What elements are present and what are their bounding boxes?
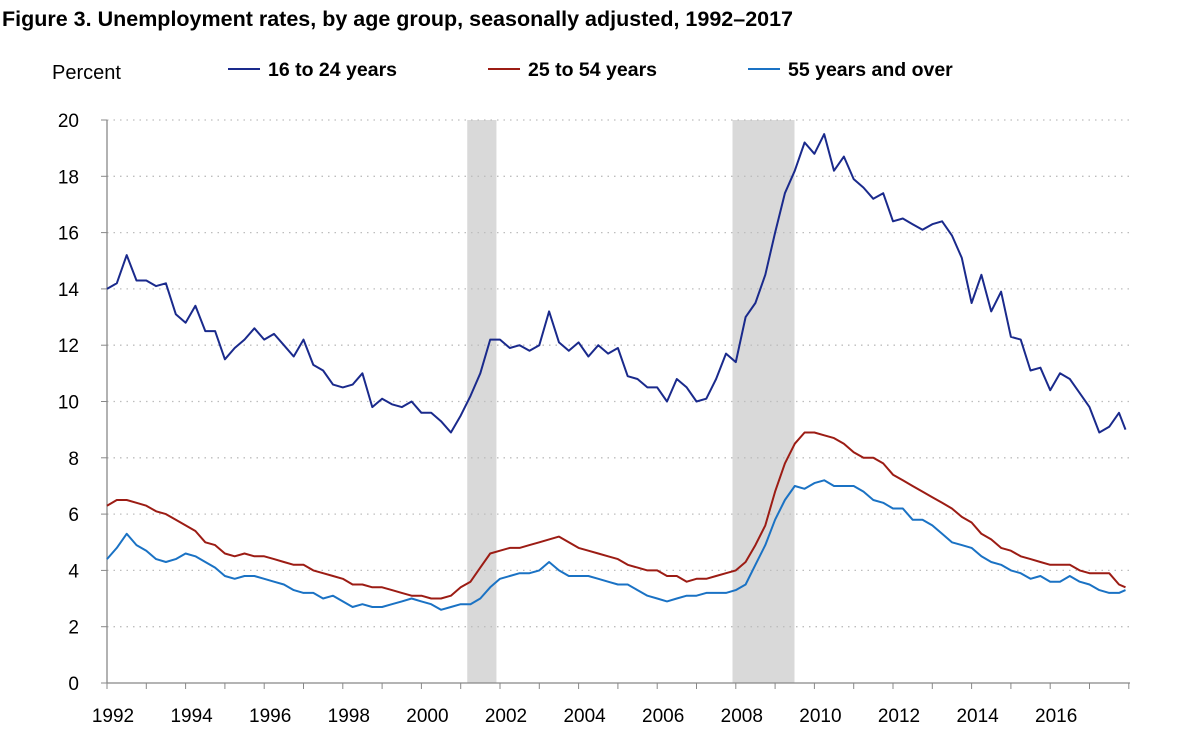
x-tick-label: 2014 xyxy=(956,706,999,727)
legend: 16 to 24 years 25 to 54 years 55 years and… xyxy=(228,59,953,81)
chart-title: Figure 3. Unemployment rates, by age gro… xyxy=(2,7,793,31)
x-tick-label: 2010 xyxy=(799,706,841,727)
y-tick-label: 6 xyxy=(68,505,79,526)
series-line-2 xyxy=(106,479,1126,611)
series-lines xyxy=(106,133,1127,611)
y-tick-label: 10 xyxy=(58,393,79,414)
y-tick-label: 20 xyxy=(58,111,79,132)
y-tick-label: 12 xyxy=(58,336,79,357)
x-tick-label: 2004 xyxy=(563,706,606,727)
x-tick-label: 1996 xyxy=(249,706,291,727)
series-line-1 xyxy=(106,431,1126,600)
y-tick-label: 2 xyxy=(68,618,79,639)
axes: 0 2 4 6 8 10 12 14 16 18 20 1992 1994 1996 1998 2000 200… xyxy=(58,111,1130,727)
series-line-0 xyxy=(106,133,1127,434)
y-tick-label: 14 xyxy=(58,280,80,301)
x-tick-label: 2008 xyxy=(721,706,763,727)
gridlines xyxy=(107,119,1130,628)
x-tick-label: 2016 xyxy=(1035,706,1077,727)
legend-label-1: 25 to 54 years xyxy=(528,59,657,81)
y-tick-label: 4 xyxy=(68,561,79,582)
legend-label-0: 16 to 24 years xyxy=(268,59,397,81)
y-tick-label: 18 xyxy=(58,167,79,188)
y-axis-label: Percent xyxy=(52,62,121,84)
y-tick-label: 8 xyxy=(68,449,79,470)
x-tick-label: 2002 xyxy=(485,706,527,727)
x-tick-label: 2012 xyxy=(878,706,920,727)
x-tick-label: 1994 xyxy=(170,706,213,727)
x-tick-label: 1992 xyxy=(92,706,134,727)
x-tick-label: 2000 xyxy=(406,706,448,727)
x-tick-label: 1998 xyxy=(328,706,370,727)
x-tick-label: 2006 xyxy=(642,706,684,727)
y-tick-label: 0 xyxy=(68,674,79,695)
legend-label-2: 55 years and over xyxy=(788,59,953,81)
y-tick-label: 16 xyxy=(58,224,79,245)
